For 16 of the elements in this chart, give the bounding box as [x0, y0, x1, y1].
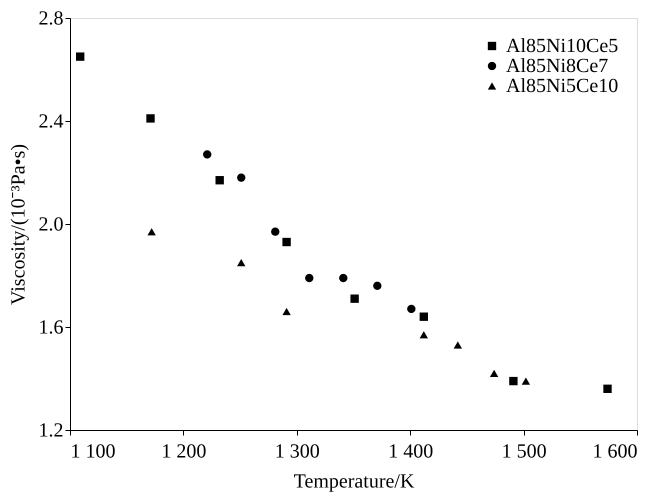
y-tick-label: 2.0: [38, 214, 64, 236]
legend-label: Al85Ni10Ce5: [506, 35, 618, 57]
y-tick-label: 2.4: [38, 110, 64, 132]
y-tick-label: 2.8: [38, 8, 64, 30]
x-tick-label: 1 300: [274, 440, 320, 462]
x-tick-label: 1 100: [70, 440, 116, 462]
x-tick-label: 1 500: [502, 440, 547, 462]
y-tick-label: 1.6: [38, 316, 64, 338]
x-tick-label: 1 200: [161, 440, 206, 462]
x-axis-title: Temperature/K: [294, 470, 415, 492]
y-tick-label: 1.2: [38, 420, 64, 442]
legend-label: Al85Ni8Ce7: [506, 55, 608, 77]
legend-label: Al85Ni5Ce10: [506, 75, 618, 97]
y-axis-title: Viscosity/(10⁻³Pa•s): [8, 144, 30, 306]
x-tick-label: 1 400: [388, 440, 434, 462]
x-tick-label: 1 600: [592, 440, 638, 462]
